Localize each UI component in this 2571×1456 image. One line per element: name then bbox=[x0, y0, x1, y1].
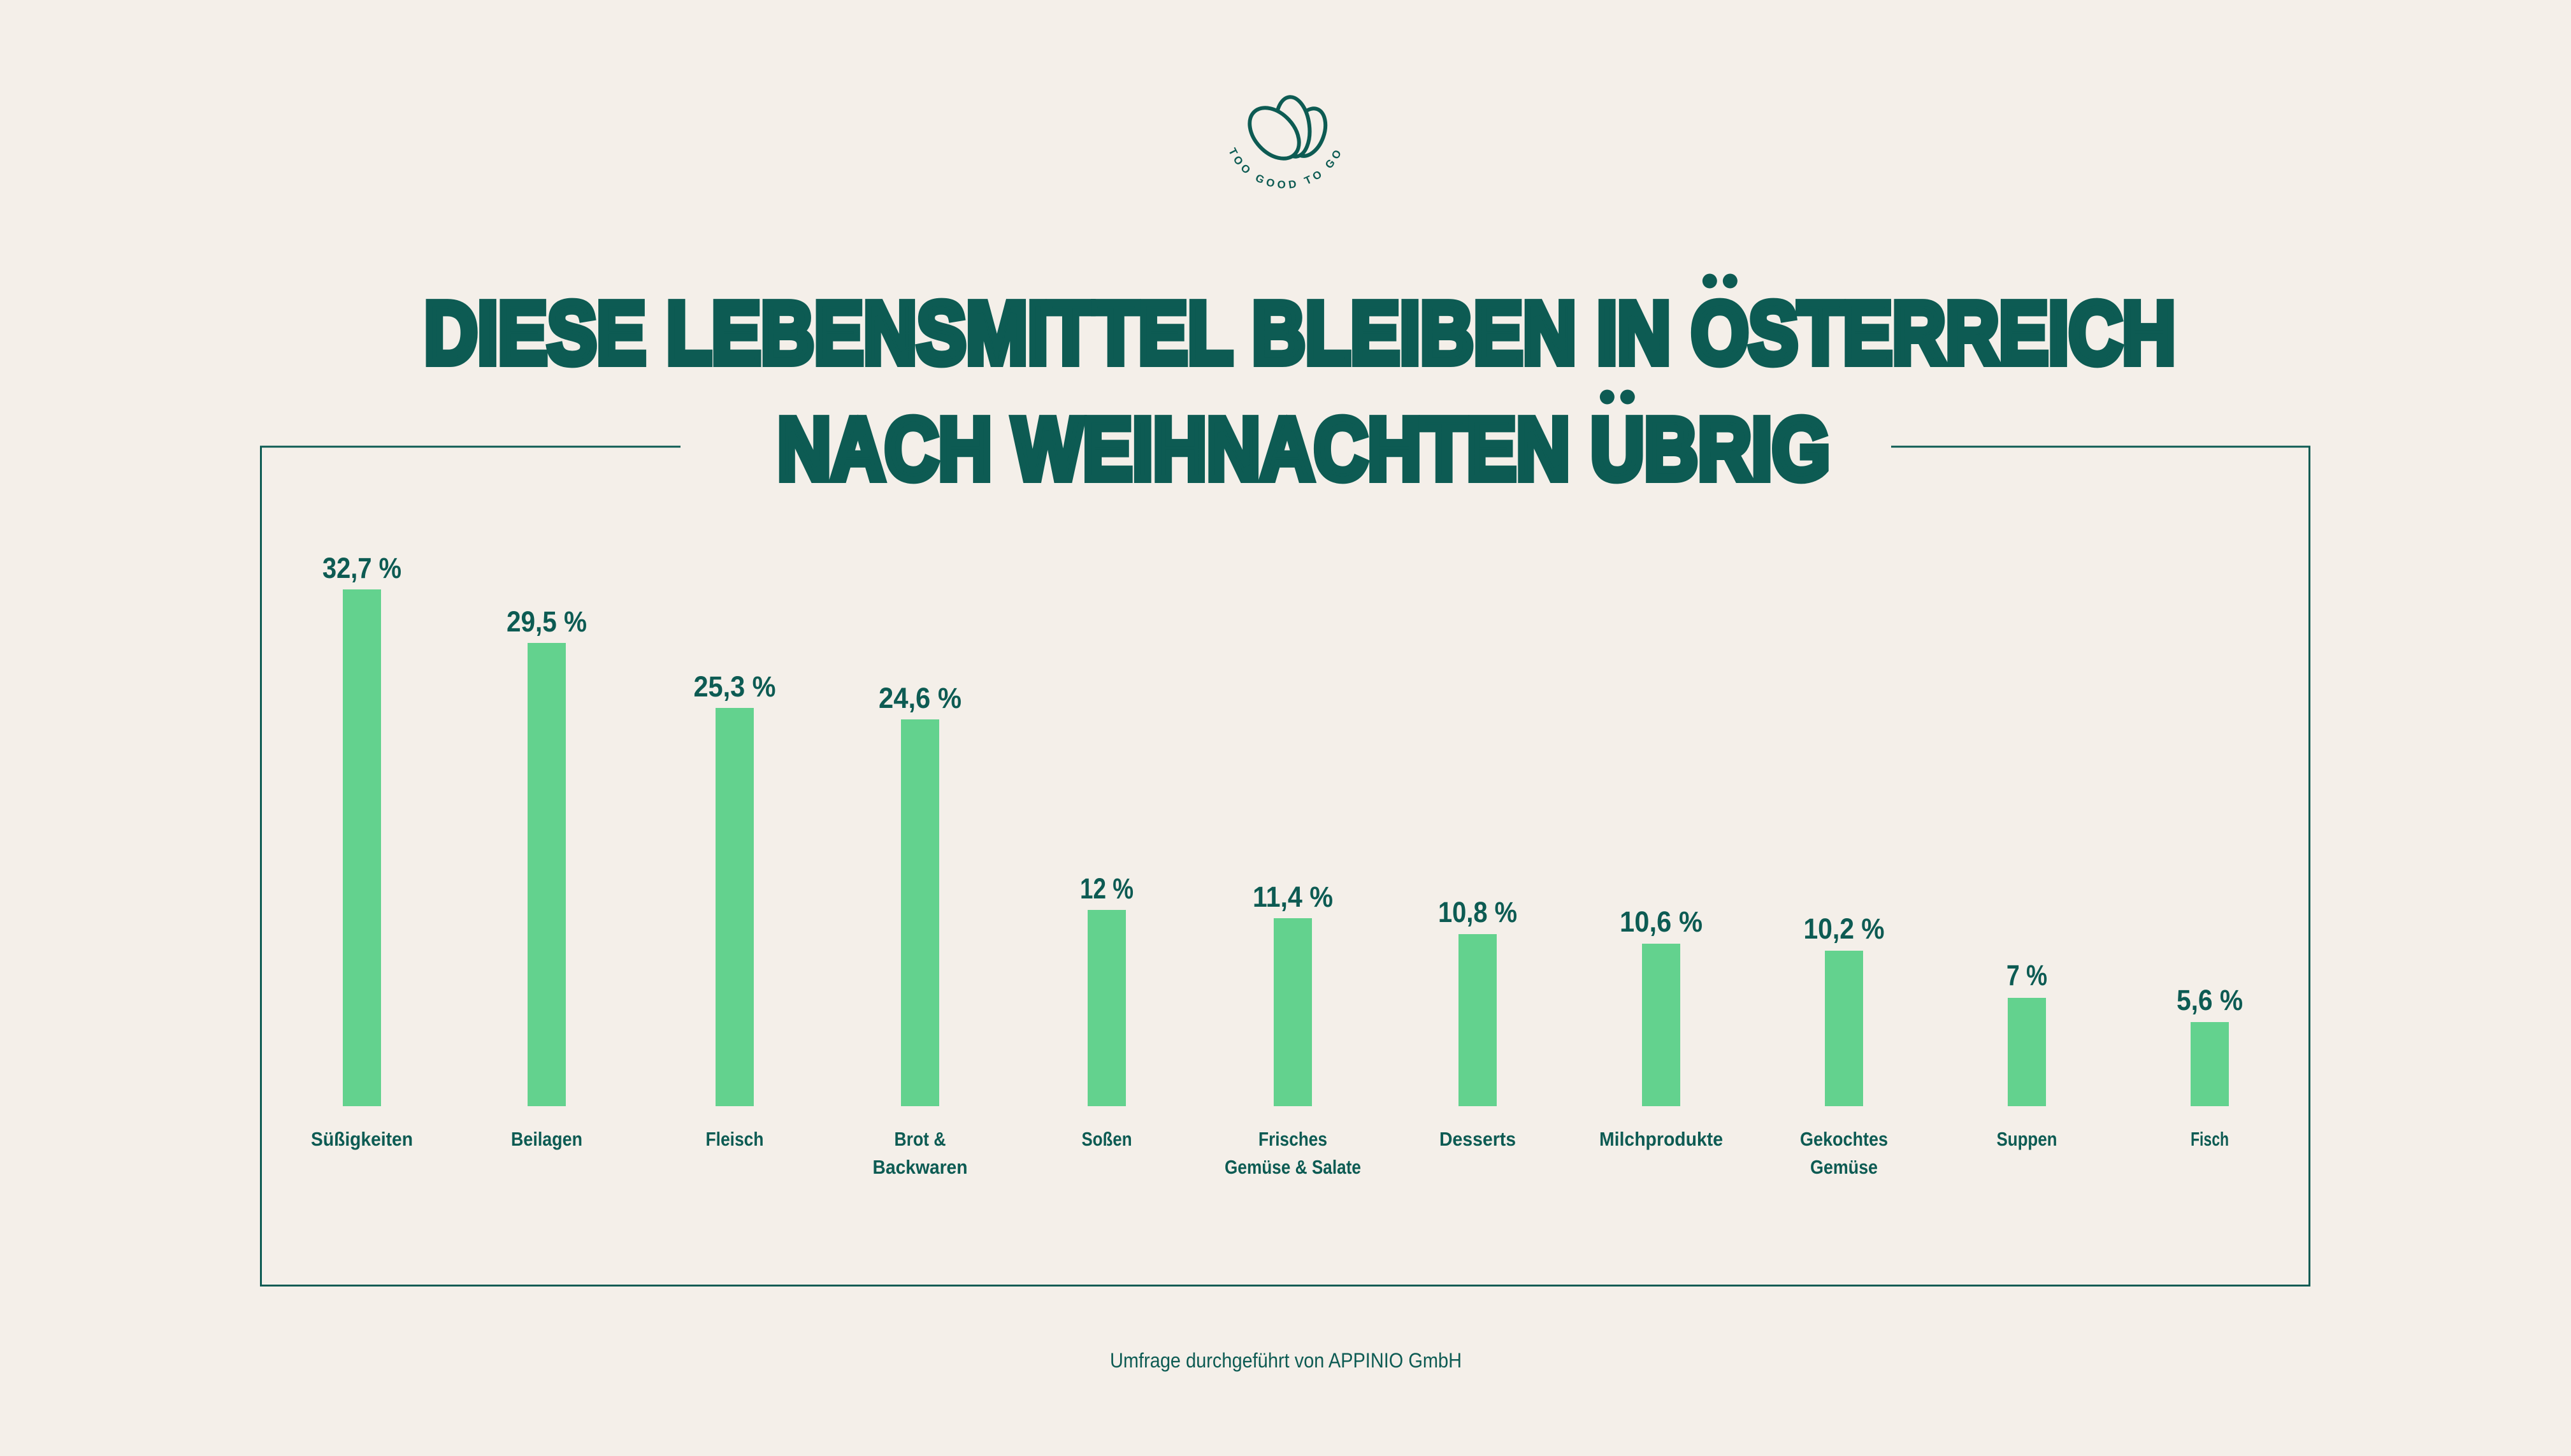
svg-text:Brot &: Brot & bbox=[895, 1128, 946, 1150]
svg-text:10,8 %: 10,8 % bbox=[1438, 896, 1517, 928]
svg-text:Backwaren: Backwaren bbox=[873, 1156, 968, 1178]
svg-text:Gekochtes: Gekochtes bbox=[1800, 1128, 1888, 1150]
svg-text:24,6 %: 24,6 % bbox=[879, 682, 961, 714]
svg-text:Umfrage durchgeführt von APPIN: Umfrage durchgeführt von APPINIO GmbH bbox=[1110, 1349, 1462, 1372]
svg-text:10,6 %: 10,6 % bbox=[1620, 905, 1703, 938]
svg-text:32,7 %: 32,7 % bbox=[322, 552, 401, 584]
svg-text:Fisch: Fisch bbox=[2191, 1128, 2229, 1150]
svg-text:10,2 %: 10,2 % bbox=[1804, 912, 1885, 945]
svg-text:Desserts: Desserts bbox=[1439, 1128, 1516, 1150]
svg-text:Suppen: Suppen bbox=[1997, 1128, 2057, 1150]
svg-text:Beilagen: Beilagen bbox=[511, 1128, 582, 1150]
svg-text:DIESE LEBENSMITTEL BLEIBEN IN: DIESE LEBENSMITTEL BLEIBEN IN OSTERREICH bbox=[424, 285, 2176, 383]
svg-text:12 %: 12 % bbox=[1080, 872, 1134, 905]
svg-text:25,3 %: 25,3 % bbox=[694, 670, 776, 703]
svg-text:Gemüse: Gemüse bbox=[1810, 1156, 1878, 1178]
svg-text:7 %: 7 % bbox=[2006, 959, 2047, 991]
svg-text:5,6 %: 5,6 % bbox=[2177, 984, 2243, 1016]
svg-text:Soßen: Soßen bbox=[1082, 1128, 1132, 1150]
svg-text:Süßigkeiten: Süßigkeiten bbox=[311, 1128, 413, 1150]
svg-text:29,5 %: 29,5 % bbox=[507, 605, 587, 638]
svg-text:Frisches: Frisches bbox=[1258, 1128, 1327, 1150]
svg-text:Fleisch: Fleisch bbox=[706, 1128, 764, 1150]
svg-text:Gemüse & Salate: Gemüse & Salate bbox=[1225, 1156, 1361, 1178]
svg-text:Milchprodukte: Milchprodukte bbox=[1599, 1128, 1723, 1150]
svg-text:NACH WEIHNACHTEN UBRIG: NACH WEIHNACHTEN UBRIG bbox=[777, 400, 1830, 498]
svg-text:11,4 %: 11,4 % bbox=[1253, 881, 1333, 913]
